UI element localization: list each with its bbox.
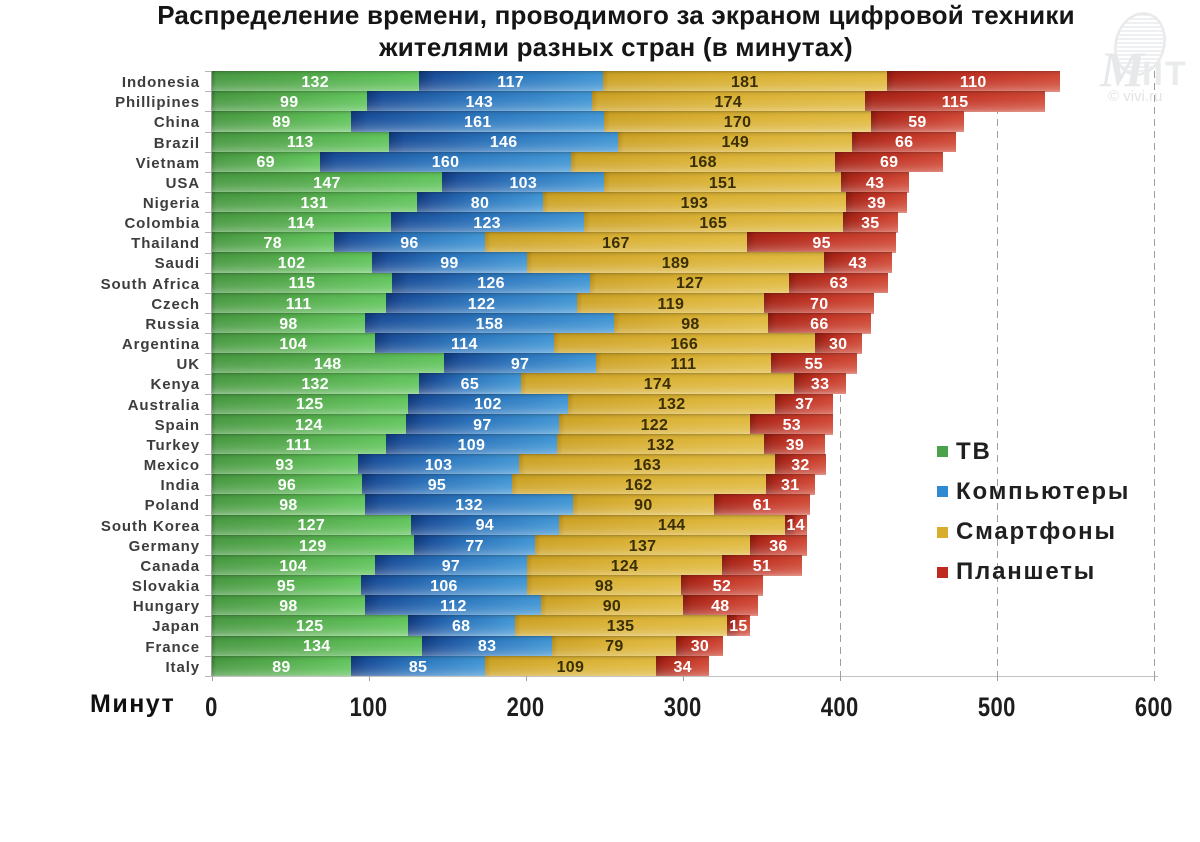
svg-text:© vivi.ru: © vivi.ru [1108,88,1162,105]
svg-text:M: M [1099,41,1146,97]
svg-text:IIT: IIT [1142,55,1188,93]
